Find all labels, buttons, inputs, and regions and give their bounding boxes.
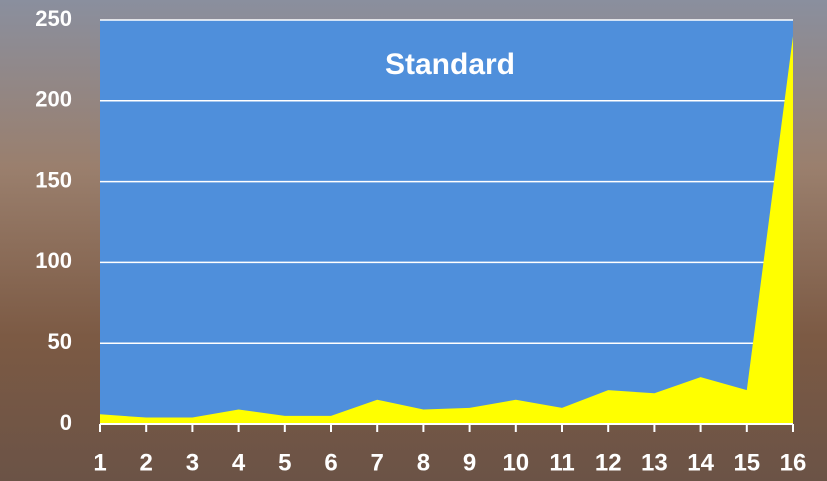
plot-area: [100, 20, 793, 424]
y-tick-label: 50: [48, 329, 72, 354]
x-tick-label: 8: [417, 449, 430, 476]
x-tick-label: 7: [371, 449, 384, 476]
y-tick-label: 150: [35, 167, 72, 192]
y-tick-label: 0: [60, 410, 72, 435]
x-tick-label: 13: [641, 449, 668, 476]
x-tick-label: 6: [324, 449, 337, 476]
x-tick-label: 4: [232, 449, 246, 476]
x-tick-label: 9: [463, 449, 476, 476]
x-tick-label: 12: [595, 449, 622, 476]
x-tick-label: 16: [780, 449, 807, 476]
x-tick-label: 3: [186, 449, 199, 476]
x-tick-label: 1: [93, 449, 106, 476]
x-tick-label: 14: [687, 449, 714, 476]
x-tick-label: 10: [502, 449, 529, 476]
x-tick-label: 15: [733, 449, 760, 476]
area: [100, 36, 793, 424]
y-tick-label: 250: [35, 6, 72, 31]
x-tick-label: 11: [549, 449, 574, 476]
chart-title: Standard: [385, 48, 515, 81]
y-tick-label: 200: [35, 87, 72, 112]
x-tick-label: 5: [278, 449, 291, 476]
y-tick-label: 100: [35, 248, 72, 273]
x-tick-label: 2: [140, 449, 153, 476]
